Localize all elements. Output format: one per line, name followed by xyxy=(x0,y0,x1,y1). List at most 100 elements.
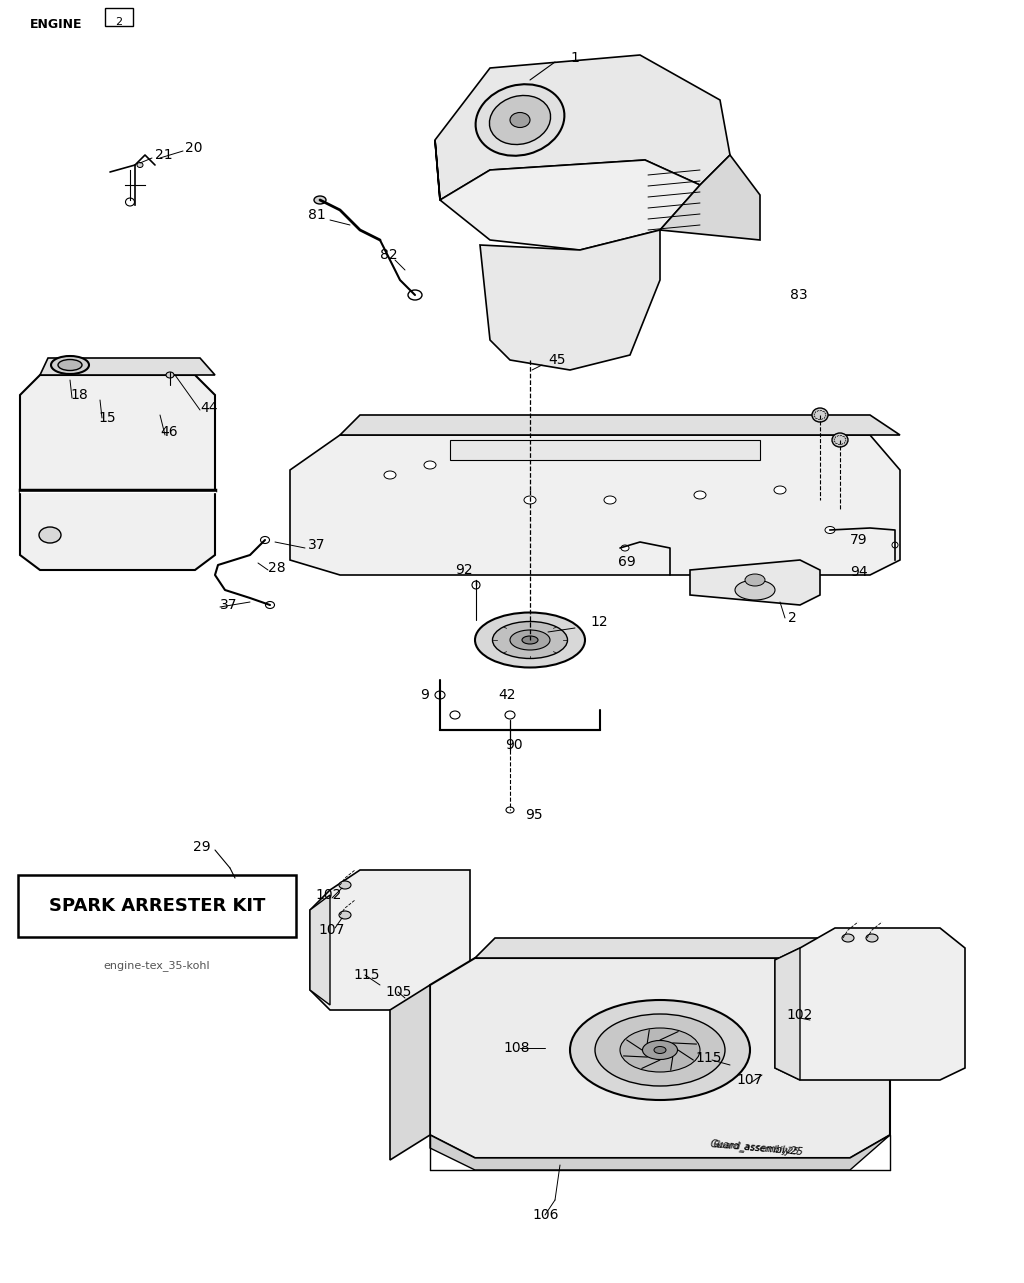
Text: 2: 2 xyxy=(788,611,797,625)
Polygon shape xyxy=(430,1135,890,1170)
Ellipse shape xyxy=(472,581,480,589)
Text: 42: 42 xyxy=(498,688,515,702)
Ellipse shape xyxy=(489,95,551,145)
Polygon shape xyxy=(660,155,760,240)
Ellipse shape xyxy=(604,497,616,504)
Ellipse shape xyxy=(842,934,854,942)
Text: Guard_assembly25: Guard_assembly25 xyxy=(713,1139,800,1156)
Ellipse shape xyxy=(505,711,515,718)
Polygon shape xyxy=(390,985,430,1160)
Ellipse shape xyxy=(510,630,550,650)
Text: ENGINE: ENGINE xyxy=(30,18,83,31)
Ellipse shape xyxy=(831,432,848,446)
Text: Guard_assembly25: Guard_assembly25 xyxy=(710,1138,804,1157)
Bar xyxy=(18,875,296,937)
Ellipse shape xyxy=(314,196,326,204)
Text: 102: 102 xyxy=(315,888,341,902)
Text: 1: 1 xyxy=(570,51,579,65)
Text: 15: 15 xyxy=(98,411,116,425)
Ellipse shape xyxy=(812,408,828,422)
Text: 82: 82 xyxy=(380,248,397,262)
Text: 12: 12 xyxy=(590,615,607,629)
Text: 2: 2 xyxy=(116,17,123,27)
Text: 46: 46 xyxy=(160,425,177,439)
Text: 28: 28 xyxy=(268,561,286,575)
Text: 107: 107 xyxy=(736,1073,763,1087)
Ellipse shape xyxy=(39,527,61,543)
Ellipse shape xyxy=(595,1014,725,1085)
Polygon shape xyxy=(475,938,890,958)
Ellipse shape xyxy=(892,541,898,548)
Text: 44: 44 xyxy=(200,402,217,414)
Text: 107: 107 xyxy=(318,922,344,937)
Ellipse shape xyxy=(866,934,878,942)
Ellipse shape xyxy=(694,491,706,499)
Ellipse shape xyxy=(620,1028,700,1073)
Ellipse shape xyxy=(475,612,585,667)
Polygon shape xyxy=(20,375,215,570)
Polygon shape xyxy=(430,958,890,1159)
Ellipse shape xyxy=(522,636,538,644)
Ellipse shape xyxy=(475,85,564,155)
Ellipse shape xyxy=(493,621,567,658)
Polygon shape xyxy=(450,440,760,461)
Polygon shape xyxy=(40,358,215,375)
Text: 69: 69 xyxy=(618,556,636,568)
Text: 115: 115 xyxy=(695,1051,722,1065)
Text: 115: 115 xyxy=(353,967,380,981)
Text: 106: 106 xyxy=(532,1209,558,1221)
Ellipse shape xyxy=(654,1047,666,1053)
Text: 108: 108 xyxy=(503,1041,529,1055)
Text: 20: 20 xyxy=(185,141,203,155)
Ellipse shape xyxy=(506,807,514,813)
Ellipse shape xyxy=(339,881,351,889)
Polygon shape xyxy=(435,55,730,200)
Polygon shape xyxy=(775,948,800,1080)
Text: 105: 105 xyxy=(385,985,412,999)
Ellipse shape xyxy=(450,711,460,718)
Ellipse shape xyxy=(424,461,436,470)
Polygon shape xyxy=(480,230,660,370)
Text: 94: 94 xyxy=(850,565,867,579)
Text: 90: 90 xyxy=(505,738,522,752)
Ellipse shape xyxy=(58,359,82,371)
Ellipse shape xyxy=(642,1041,678,1060)
Ellipse shape xyxy=(524,497,536,504)
Text: 21: 21 xyxy=(155,148,173,162)
Polygon shape xyxy=(775,928,965,1080)
Ellipse shape xyxy=(339,911,351,919)
Text: 37: 37 xyxy=(308,538,326,552)
Ellipse shape xyxy=(137,163,143,168)
Ellipse shape xyxy=(51,355,89,375)
Ellipse shape xyxy=(745,574,765,586)
Ellipse shape xyxy=(825,526,835,534)
Ellipse shape xyxy=(570,999,750,1100)
Text: SPARK ARRESTER KIT: SPARK ARRESTER KIT xyxy=(49,897,265,915)
Ellipse shape xyxy=(510,113,530,127)
Polygon shape xyxy=(340,414,900,435)
Ellipse shape xyxy=(735,580,775,600)
Ellipse shape xyxy=(126,198,134,207)
Text: 102: 102 xyxy=(786,1008,812,1023)
Ellipse shape xyxy=(621,545,629,550)
Text: 18: 18 xyxy=(70,387,88,402)
Polygon shape xyxy=(435,140,700,250)
Polygon shape xyxy=(310,896,330,1005)
Polygon shape xyxy=(290,435,900,575)
Text: 37: 37 xyxy=(220,598,238,612)
Ellipse shape xyxy=(408,290,422,300)
Text: 29: 29 xyxy=(193,840,211,854)
Ellipse shape xyxy=(166,372,174,378)
Text: 79: 79 xyxy=(850,532,867,547)
Bar xyxy=(105,8,133,26)
Text: 81: 81 xyxy=(308,208,326,222)
Polygon shape xyxy=(690,559,820,606)
Ellipse shape xyxy=(384,471,396,479)
Ellipse shape xyxy=(774,486,786,494)
Text: 45: 45 xyxy=(548,353,565,367)
Text: 9: 9 xyxy=(420,688,429,702)
Polygon shape xyxy=(310,870,470,1010)
Ellipse shape xyxy=(265,602,274,608)
Text: 95: 95 xyxy=(525,808,543,822)
Text: 92: 92 xyxy=(455,563,473,577)
